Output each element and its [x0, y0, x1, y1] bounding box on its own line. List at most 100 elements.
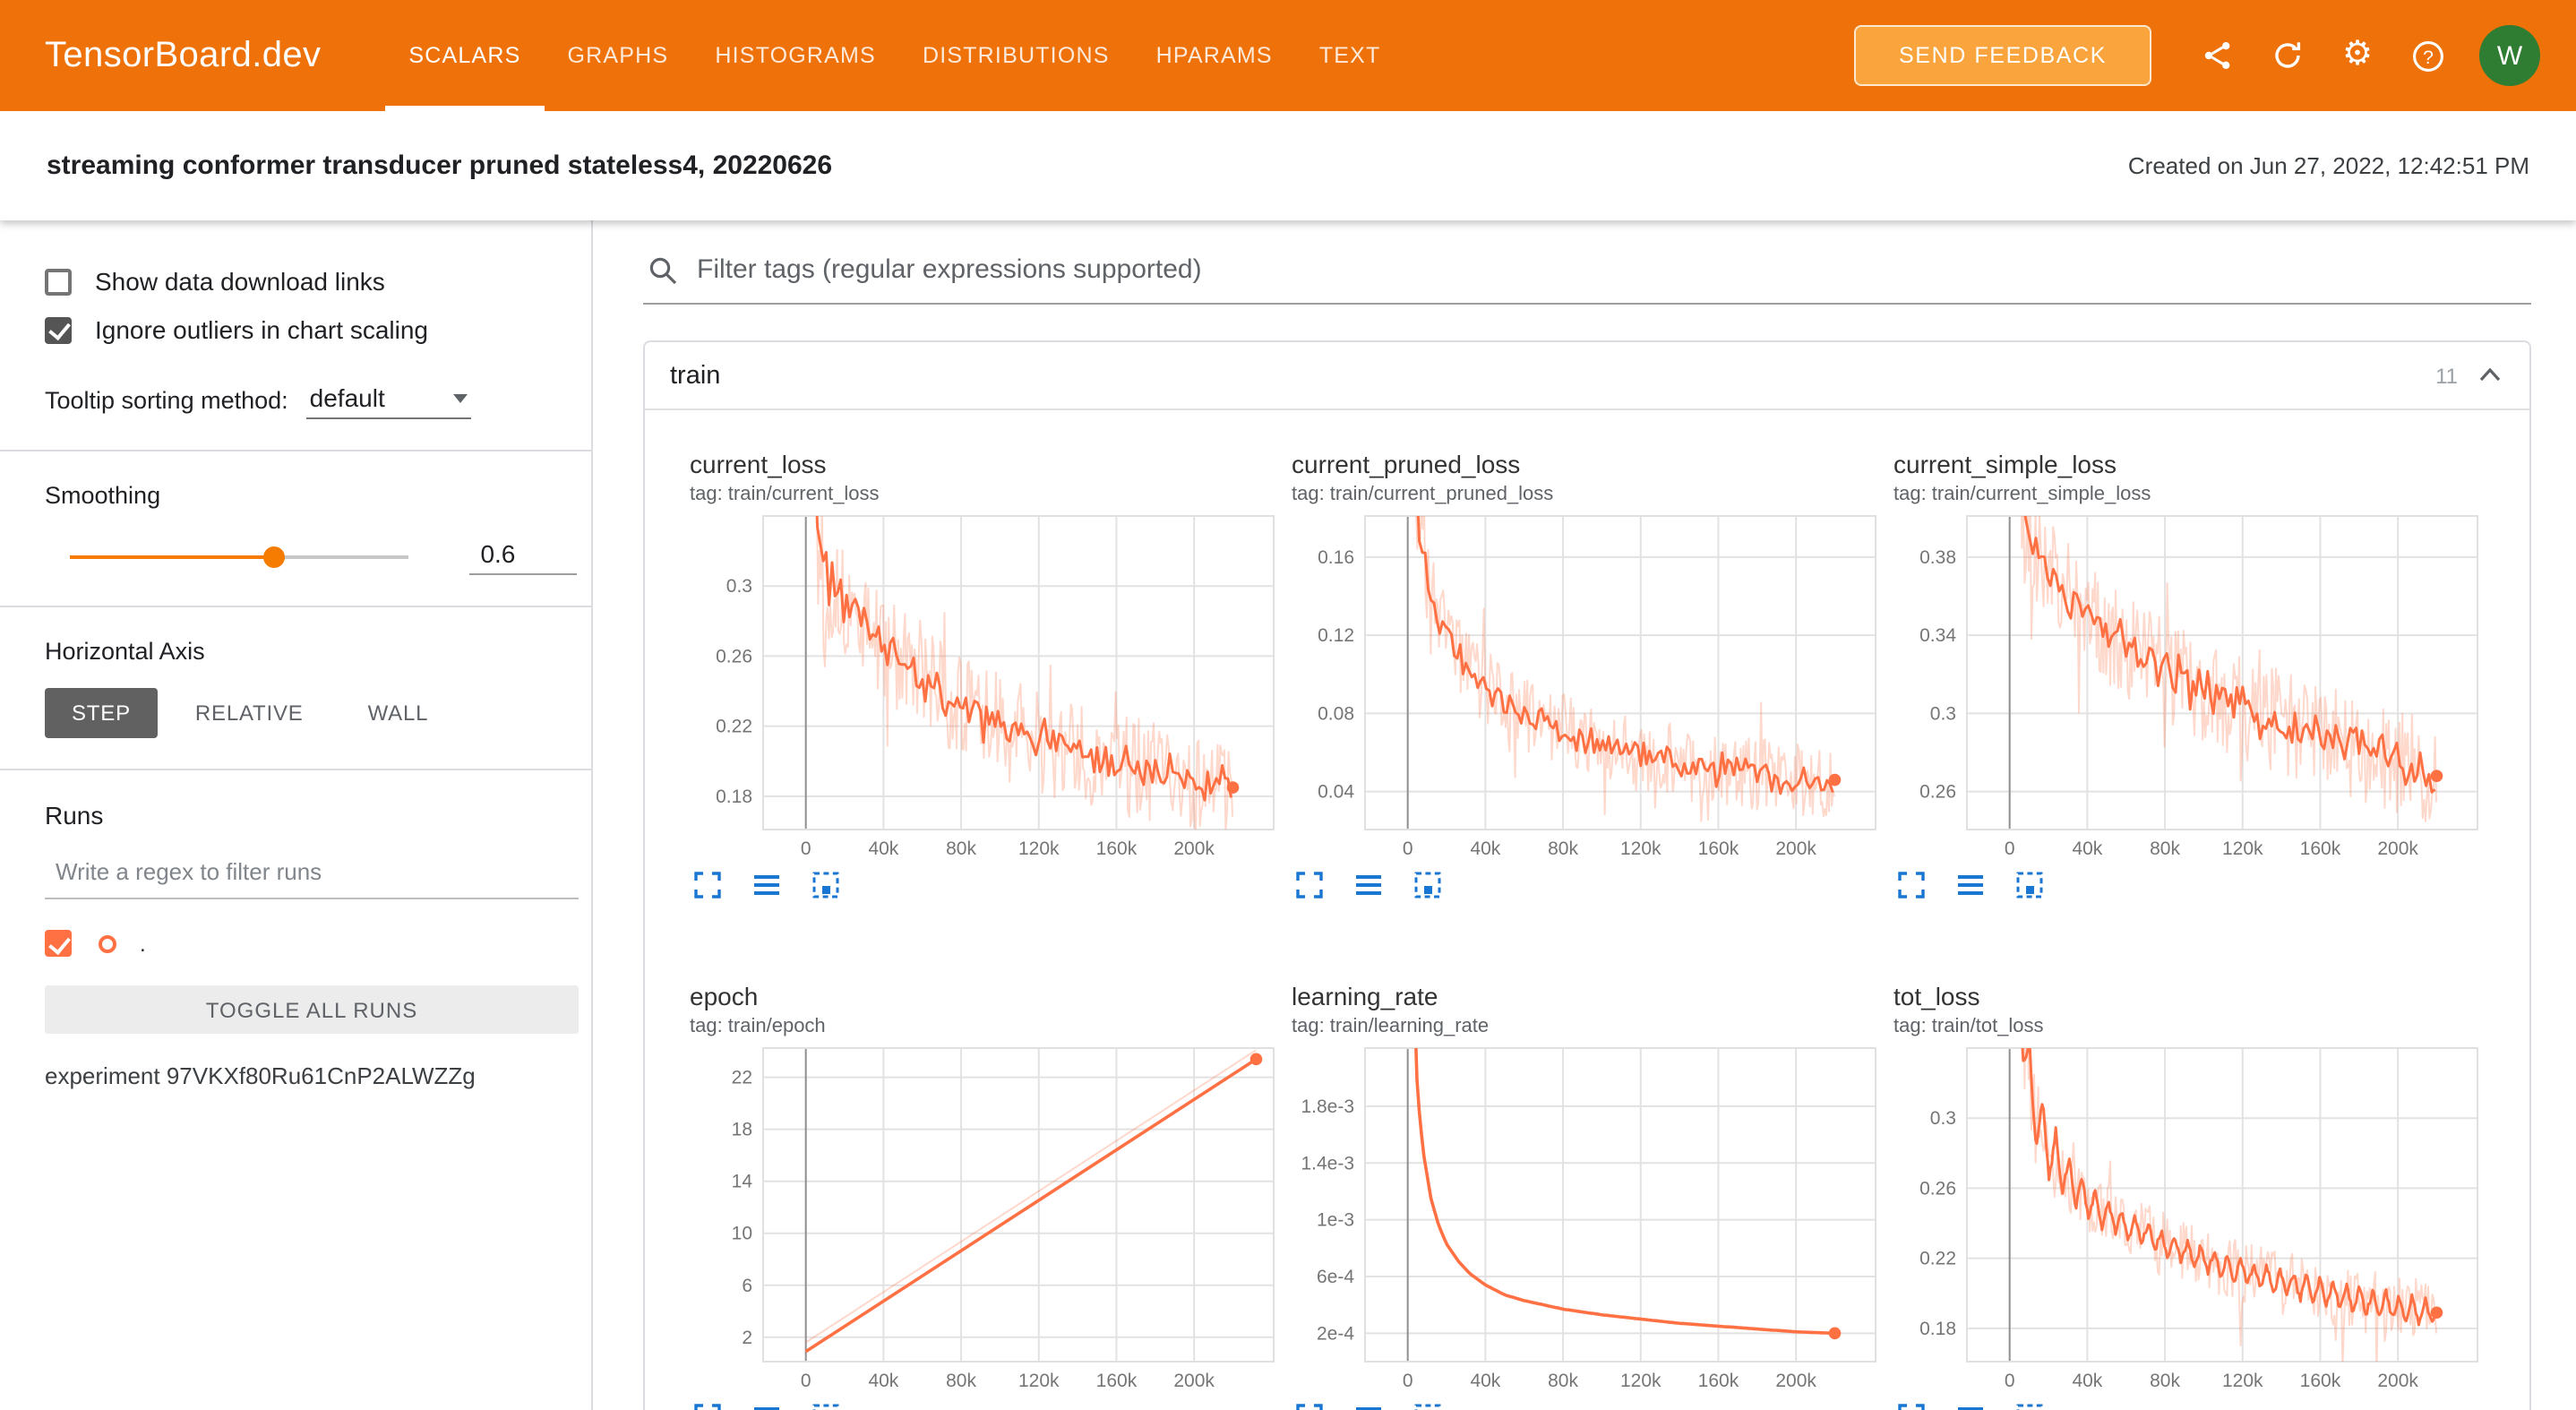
toggle-all-runs-button[interactable]: TOGGLE ALL RUNS [45, 985, 579, 1034]
svg-text:200k: 200k [1775, 838, 1816, 859]
slider-thumb[interactable] [262, 546, 285, 568]
chart-tag: tag: train/current_loss [690, 484, 880, 505]
fullscreen-icon[interactable] [1897, 871, 1926, 899]
main-content: train 11 current_loss tag: train/current_… [593, 220, 2576, 1410]
svg-text:40k: 40k [868, 1371, 898, 1391]
svg-text:160k: 160k [2300, 838, 2341, 859]
fullscreen-icon[interactable] [1897, 1403, 1926, 1410]
svg-text:1.8e-3: 1.8e-3 [1301, 1096, 1354, 1117]
train-card-header[interactable]: train 11 [645, 342, 2529, 410]
refresh-icon[interactable] [2270, 38, 2306, 73]
svg-text:120k: 120k [1620, 1371, 1662, 1391]
ignore-outliers-row[interactable]: Ignore outliers in chart scaling [45, 315, 577, 344]
run-color-circle[interactable] [99, 934, 116, 952]
chart-title: current_pruned_loss [1292, 450, 1521, 478]
fullscreen-icon[interactable] [1295, 871, 1324, 899]
chart-title: epoch [690, 982, 759, 1010]
axis-button-wall[interactable]: WALL [367, 701, 429, 726]
experiment-id: experiment 97VKXf80Ru61CnP2ALWZZg [45, 1062, 476, 1089]
chart-tag: tag: train/current_simple_loss [1893, 484, 2151, 505]
svg-text:200k: 200k [2377, 1371, 2418, 1391]
fit-domain-icon[interactable] [1413, 871, 1442, 899]
line-chart-current_simple_loss: 0.26 0.3 0.34 0.38 0 40k 80k 120k 160k 200k [1919, 515, 2478, 859]
chart-toolbar [690, 1403, 1281, 1410]
sidebar: Show data download links Ignore outliers… [0, 220, 593, 1410]
fit-domain-icon[interactable] [2015, 1403, 2044, 1410]
help-icon[interactable]: ? [2409, 38, 2445, 73]
share-icon[interactable] [2200, 38, 2236, 73]
svg-text:80k: 80k [2150, 838, 2180, 859]
send-feedback-button[interactable]: SEND FEEDBACK [1854, 25, 2151, 86]
axis-button-relative[interactable]: RELATIVE [194, 701, 304, 726]
svg-text:0.26: 0.26 [1919, 782, 1956, 803]
data-lines-icon[interactable] [752, 1403, 781, 1410]
chart-tag: tag: train/epoch [690, 1016, 826, 1037]
data-lines-icon[interactable] [1354, 1403, 1383, 1410]
svg-text:200k: 200k [1775, 1371, 1816, 1391]
svg-text:40k: 40k [868, 838, 898, 859]
svg-text:120k: 120k [1018, 1371, 1060, 1391]
runs-filter-input[interactable] [45, 851, 579, 899]
ignore-outliers-checkbox[interactable] [45, 316, 72, 343]
tab-distributions[interactable]: DISTRIBUTIONS [922, 43, 1110, 68]
svg-text:0: 0 [801, 1371, 811, 1391]
tab-histograms[interactable]: HISTOGRAMS [715, 43, 876, 68]
runs-label: Runs [45, 801, 104, 830]
axis-button-step[interactable]: STEP [45, 688, 158, 738]
tab-hparams[interactable]: HPARAMS [1155, 43, 1273, 68]
tab-text[interactable]: TEXT [1318, 43, 1381, 68]
data-lines-icon[interactable] [1956, 871, 1985, 899]
tag-filter-input[interactable] [693, 253, 2528, 287]
app-logo[interactable]: TensorBoard.dev [45, 35, 322, 74]
svg-text:0.3: 0.3 [1930, 703, 1956, 724]
smoothing-value[interactable]: 0.6 [469, 539, 577, 575]
tooltip-sorting-select[interactable]: default [305, 383, 471, 419]
group-name: train [670, 361, 721, 390]
show-download-links-checkbox[interactable] [45, 268, 72, 295]
fit-domain-icon[interactable] [811, 871, 840, 899]
tag-filter [643, 245, 2531, 305]
chart-title: current_loss [690, 450, 827, 478]
divider [0, 606, 591, 607]
run-name: . [140, 931, 146, 956]
svg-text:0: 0 [801, 838, 811, 859]
fit-domain-icon[interactable] [1413, 1403, 1442, 1410]
tab-graphs[interactable]: GRAPHS [567, 43, 669, 68]
chevron-up-icon[interactable] [2476, 361, 2504, 390]
horizontal-axis-buttons: STEP RELATIVE WALL [45, 688, 577, 738]
run-checkbox[interactable] [45, 930, 72, 957]
chart-toolbar [1893, 871, 2485, 899]
ignore-outliers-label: Ignore outliers in chart scaling [95, 315, 428, 344]
svg-text:18: 18 [732, 1120, 752, 1140]
settings-icon[interactable]: ⚙ [2341, 36, 2374, 73]
smoothing-label: Smoothing [45, 482, 161, 509]
chart-tag: tag: train/tot_loss [1893, 1016, 2044, 1037]
data-lines-icon[interactable] [752, 871, 781, 899]
chart-title: current_simple_loss [1893, 450, 2117, 478]
chart-current_pruned_loss: current_pruned_loss tag: train/current_pr… [1292, 439, 1883, 899]
svg-text:0.16: 0.16 [1318, 547, 1354, 568]
tooltip-sorting-label: Tooltip sorting method: [45, 387, 288, 414]
run-row[interactable]: . [45, 930, 577, 957]
horizontal-axis-label: Horizontal Axis [45, 638, 205, 665]
chart-current_simple_loss: current_simple_loss tag: train/current_si… [1893, 439, 2485, 899]
svg-text:0: 0 [1403, 1371, 1413, 1391]
tab-scalars[interactable]: SCALARS [385, 0, 544, 111]
nav-tabs: SCALARS GRAPHS HISTOGRAMS DISTRIBUTIONS HPAR… [385, 0, 1404, 111]
fullscreen-icon[interactable] [693, 1403, 722, 1410]
data-lines-icon[interactable] [1354, 871, 1383, 899]
fullscreen-icon[interactable] [1295, 1403, 1324, 1410]
svg-text:120k: 120k [1620, 838, 1662, 859]
fit-domain-icon[interactable] [2015, 871, 2044, 899]
avatar[interactable]: W [2479, 25, 2540, 86]
svg-text:0.3: 0.3 [726, 576, 752, 597]
fit-domain-icon[interactable] [811, 1403, 840, 1410]
data-lines-icon[interactable] [1956, 1403, 1985, 1410]
show-download-links-row[interactable]: Show data download links [45, 267, 577, 296]
fullscreen-icon[interactable] [693, 871, 722, 899]
svg-text:0: 0 [2005, 838, 2015, 859]
svg-text:0.04: 0.04 [1318, 782, 1354, 803]
smoothing-slider[interactable] [70, 545, 409, 570]
show-download-links-label: Show data download links [95, 267, 385, 296]
